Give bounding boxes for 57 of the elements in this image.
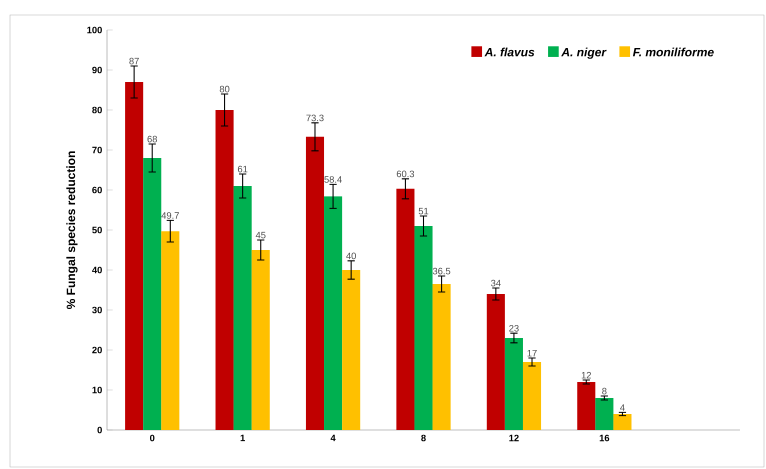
y-tick-label: 100 <box>87 26 102 34</box>
data-label: 34 <box>491 280 501 286</box>
data-label: 68 <box>148 136 158 142</box>
y-tick-label: 50 <box>92 226 102 234</box>
x-tick-label: 12 <box>509 434 519 442</box>
bar <box>432 284 451 430</box>
bar <box>324 196 342 430</box>
data-label: 4 <box>620 404 625 411</box>
bar <box>234 186 252 430</box>
x-tick-label: 1 <box>240 434 245 442</box>
bar <box>125 82 144 430</box>
data-label: 80 <box>220 86 230 92</box>
y-tick-label: 80 <box>92 106 102 114</box>
bar <box>306 136 324 430</box>
x-tick-label: 0 <box>150 434 154 442</box>
x-tick-label: 4 <box>330 434 336 442</box>
data-label: 61 <box>238 166 248 172</box>
bar <box>577 382 596 430</box>
bar <box>504 338 523 430</box>
y-tick-label: 90 <box>92 66 102 74</box>
bar <box>613 414 632 430</box>
data-label: 17 <box>528 350 537 356</box>
bar <box>595 398 614 430</box>
y-tick-label: 20 <box>92 346 102 354</box>
x-tick-label: 8 <box>421 434 426 442</box>
data-label: 49.7 <box>161 212 179 219</box>
legend-label: A. niger <box>561 48 607 59</box>
bar <box>396 188 414 430</box>
x-tick-label: 16 <box>600 434 610 442</box>
data-label: 58.4 <box>324 176 342 183</box>
y-tick-label: 10 <box>92 386 102 394</box>
data-label: 23 <box>509 325 519 332</box>
data-label: 51 <box>418 208 428 214</box>
legend-label: A. flavus <box>484 48 534 56</box>
bar <box>414 226 433 430</box>
data-label: 12 <box>582 372 591 378</box>
bar <box>252 250 270 430</box>
y-tick-label: 0 <box>97 426 102 434</box>
bar <box>161 231 180 430</box>
data-label: 8 <box>602 388 607 394</box>
y-tick-label: 60 <box>92 186 102 194</box>
data-label: 40 <box>346 252 356 260</box>
bar <box>143 158 162 430</box>
data-label: 45 <box>256 232 266 238</box>
legend-label: F. moniliforme <box>632 48 714 56</box>
bar <box>342 270 360 430</box>
data-label: 36.5 <box>432 268 450 274</box>
y-tick-label: 30 <box>92 306 102 314</box>
data-label: 60.3 <box>396 170 414 178</box>
y-tick-label: 40 <box>92 266 102 274</box>
y-axis-title: % Fungal species reduction <box>66 151 78 310</box>
y-tick-label: 70 <box>92 146 102 154</box>
bar <box>486 294 505 430</box>
bar <box>522 362 542 430</box>
data-label: 73.3 <box>306 114 324 122</box>
bar <box>216 110 234 430</box>
data-label: 87 <box>129 58 139 64</box>
